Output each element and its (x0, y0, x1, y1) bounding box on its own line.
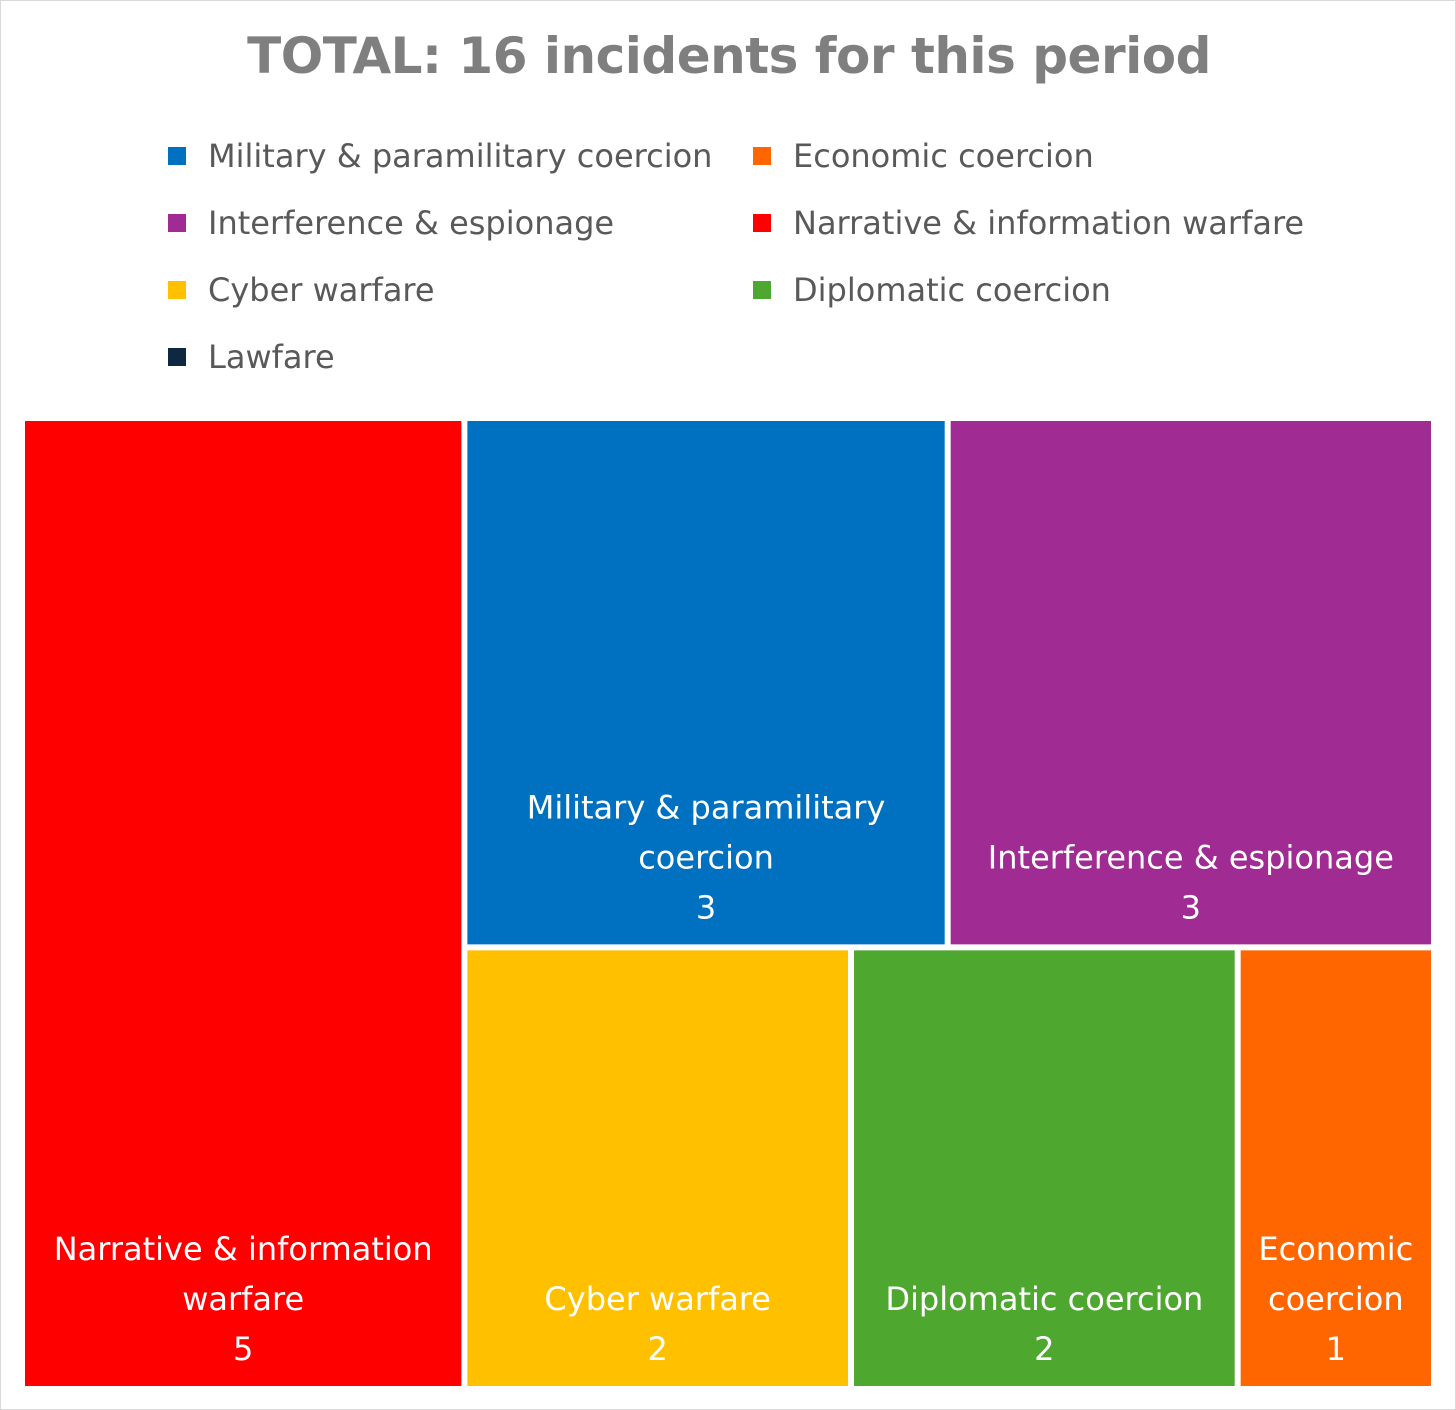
treemap-value-economic-coercion: 1 (1326, 1330, 1346, 1368)
treemap-label-military-paramilitary-coercion-0: Military & paramilitary (527, 788, 886, 826)
treemap-cell-military-paramilitary-coercion (467, 421, 945, 945)
legend-label-interference: Interference & espionage (208, 204, 615, 242)
legend-swatch-interference (168, 214, 186, 232)
treemap-value-interference-espionage: 3 (1181, 888, 1201, 926)
chart-title: TOTAL: 16 incidents for this period (247, 27, 1211, 85)
legend-label-cyber: Cyber warfare (208, 271, 435, 309)
legend-swatch-diplomatic (753, 281, 771, 299)
legend-swatch-economic (753, 147, 771, 165)
legend-swatch-lawfare (168, 348, 186, 366)
treemap-value-diplomatic-coercion: 2 (1034, 1330, 1054, 1368)
legend-label-military: Military & paramilitary coercion (208, 137, 713, 175)
treemap-cell-cyber-warfare (467, 950, 849, 1386)
legend-swatch-narrative (753, 214, 771, 232)
legend-swatch-cyber (168, 281, 186, 299)
treemap-value-narrative-information-warfare: 5 (233, 1330, 253, 1368)
treemap-label-narrative-information-warfare-0: Narrative & information (54, 1230, 433, 1268)
treemap-cell-economic-coercion (1240, 950, 1431, 1386)
legend-label-narrative: Narrative & information warfare (793, 204, 1305, 242)
legend-label-diplomatic: Diplomatic coercion (793, 271, 1111, 309)
treemap-cell-diplomatic-coercion (854, 950, 1235, 1386)
treemap-label-economic-coercion-0: Economic (1258, 1230, 1413, 1268)
legend-swatch-military (168, 147, 186, 165)
treemap-label-narrative-information-warfare-1: warfare (182, 1280, 304, 1318)
treemap-label-economic-coercion-1: coercion (1268, 1280, 1404, 1318)
legend-label-lawfare: Lawfare (208, 338, 335, 376)
treemap-label-cyber-warfare-0: Cyber warfare (544, 1280, 771, 1318)
treemap-value-cyber-warfare: 2 (648, 1330, 668, 1368)
treemap-label-military-paramilitary-coercion-1: coercion (638, 838, 774, 876)
legend-label-economic: Economic coercion (793, 137, 1094, 175)
treemap-label-diplomatic-coercion-0: Diplomatic coercion (885, 1280, 1203, 1318)
treemap-cell-narrative-information-warfare (25, 421, 462, 1386)
treemap-cell-interference-espionage (950, 421, 1431, 945)
treemap-label-interference-espionage-0: Interference & espionage (988, 838, 1394, 876)
treemap-value-military-paramilitary-coercion: 3 (696, 888, 716, 926)
